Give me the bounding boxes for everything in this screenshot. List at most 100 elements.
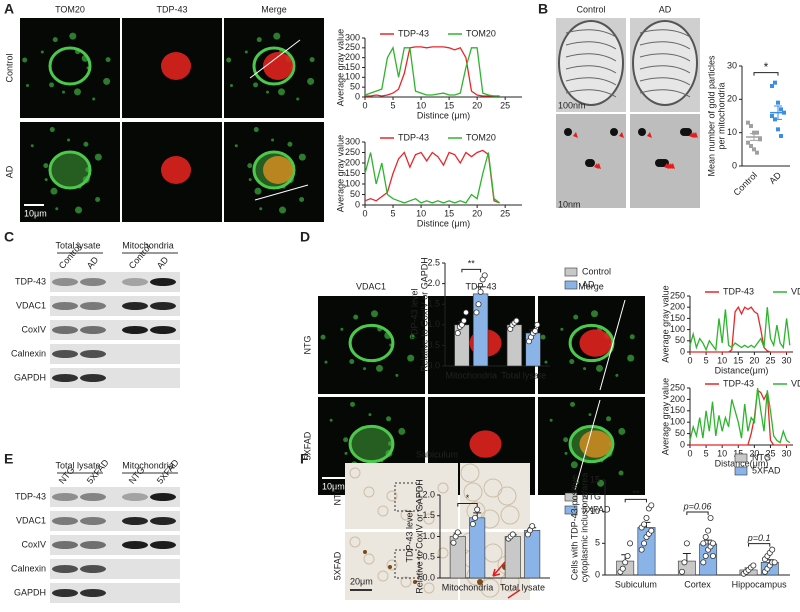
gold-particle xyxy=(638,128,646,136)
x-tick-label: 15 xyxy=(444,208,454,218)
blot-row-label: VDAC1 xyxy=(16,515,46,525)
speckle xyxy=(564,451,568,455)
y-tick-label: 30 xyxy=(727,60,737,70)
legend-label: TOM20 xyxy=(466,28,496,38)
nucleus-signal xyxy=(579,430,612,458)
legend-label: NTG xyxy=(582,491,601,501)
speckle xyxy=(573,314,579,320)
error-bar xyxy=(750,133,758,141)
data-point xyxy=(709,553,716,560)
inset-box xyxy=(394,482,420,512)
channel-header: TDP-43 xyxy=(156,4,187,14)
data-point xyxy=(450,539,457,546)
x-tick-label: 20 xyxy=(749,355,759,365)
speckle xyxy=(94,153,102,161)
profile-line xyxy=(364,152,500,204)
x-tick-label: 5 xyxy=(704,448,709,458)
speckle xyxy=(386,416,392,422)
blot-band xyxy=(52,493,78,501)
y-tick-label: 50 xyxy=(675,428,685,438)
speckle xyxy=(256,37,262,43)
channel-header: Merge xyxy=(578,281,604,291)
y-tick-label: 0 xyxy=(595,569,600,579)
speckle xyxy=(92,97,96,101)
speckle xyxy=(343,437,349,443)
blot-band xyxy=(52,278,78,286)
y-axis-label: Average gray value xyxy=(660,378,670,455)
y-axis-label: Average gray value xyxy=(335,29,345,106)
blot-band xyxy=(80,589,106,597)
data-point xyxy=(773,80,777,85)
blot-band xyxy=(122,278,148,286)
cell xyxy=(349,467,361,479)
significance-bracket xyxy=(461,268,482,273)
gold-particle xyxy=(585,159,593,167)
y-tick-label: 10 xyxy=(590,506,600,516)
speckle xyxy=(569,359,575,365)
crista xyxy=(639,53,691,62)
data-point xyxy=(705,527,712,534)
mitochondrion xyxy=(558,20,624,106)
x-tick-label: 15 xyxy=(733,448,743,458)
data-point xyxy=(776,100,780,105)
y-axis-label: Mean number of gold particles xyxy=(706,55,716,177)
speckle xyxy=(618,427,626,435)
crista xyxy=(565,65,617,74)
y-tick-label: 20 xyxy=(727,94,737,104)
blot-row-label: TDP-43 xyxy=(15,276,46,286)
data-point xyxy=(475,301,482,308)
column-header: Control xyxy=(576,4,605,14)
speckle xyxy=(103,77,111,85)
profile-line xyxy=(690,305,790,353)
legend-label: 5XFAD xyxy=(752,465,781,475)
speckle xyxy=(570,401,576,407)
speckle xyxy=(226,57,232,63)
speckle xyxy=(627,354,635,362)
legend-swatch xyxy=(734,453,748,463)
speckle xyxy=(375,364,383,372)
legend-label: TDP-43 xyxy=(723,286,754,296)
speckle xyxy=(247,163,253,169)
speckle xyxy=(62,90,66,94)
y-tick-label: 0 xyxy=(732,160,737,170)
data-point xyxy=(770,84,774,88)
y-tick-label: 250 xyxy=(345,147,360,157)
legend-swatch xyxy=(564,267,578,277)
speckle xyxy=(83,141,89,147)
data-point xyxy=(627,540,634,547)
blot-band xyxy=(150,302,176,310)
row-label: 5XFAD xyxy=(332,551,342,580)
speckle xyxy=(73,88,81,96)
data-point xyxy=(469,521,476,528)
data-point xyxy=(702,553,709,560)
data-point xyxy=(755,150,759,155)
y-tick-label: 250 xyxy=(345,42,360,52)
data-point xyxy=(779,134,783,138)
x-tick-label: 0 xyxy=(362,100,367,110)
blot-row-label: VDAC1 xyxy=(16,300,46,310)
significance-label: p=0.1 xyxy=(747,533,771,543)
blot-band xyxy=(122,541,148,549)
x-tick-label: 30 xyxy=(782,448,792,458)
inset-box xyxy=(394,549,420,579)
blot-band xyxy=(52,350,78,358)
nucleus-signal xyxy=(263,156,293,184)
scale-label: 100nm xyxy=(558,100,586,110)
data-point xyxy=(624,553,631,560)
scale-label: 20μm xyxy=(350,576,373,586)
speckle xyxy=(309,57,315,63)
blot-strip xyxy=(50,535,180,555)
significance-bracket xyxy=(748,543,771,547)
x-tick-label: Control xyxy=(732,170,760,198)
cell xyxy=(437,482,449,494)
blot-band xyxy=(80,278,106,286)
cell xyxy=(400,509,412,521)
y-tick-label: 5 xyxy=(595,538,600,548)
speckle xyxy=(395,373,399,377)
blot-band xyxy=(80,565,106,573)
blot-strip xyxy=(50,511,180,531)
y-tick-label: 150 xyxy=(345,168,360,178)
membrane-ring xyxy=(348,323,395,363)
y-tick-label: 0.0 xyxy=(427,360,440,370)
significance-label: ** xyxy=(632,489,640,499)
